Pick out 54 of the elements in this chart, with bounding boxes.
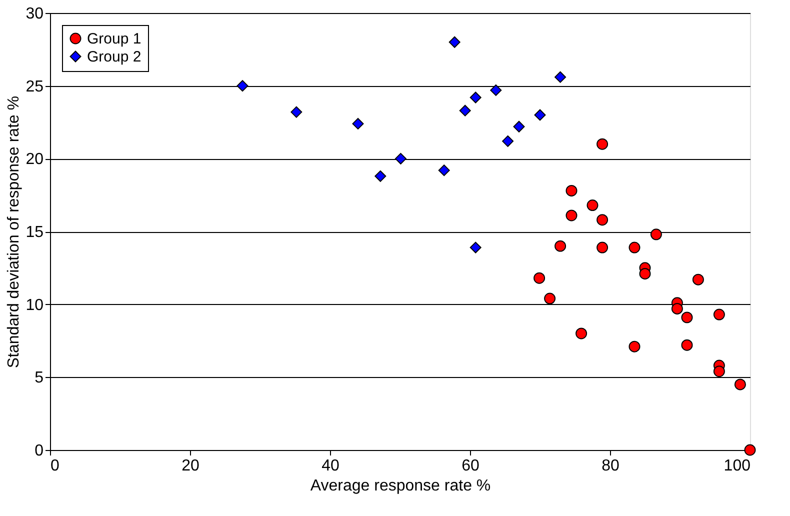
point (681, 339, 693, 351)
point (459, 104, 471, 116)
x-tick-label: 60 (462, 458, 480, 474)
point (734, 378, 746, 390)
point (544, 292, 556, 304)
point (534, 272, 546, 284)
y-tick-label: 20 (26, 151, 44, 168)
x-axis-title: Average response rate % (310, 478, 491, 494)
point (628, 242, 640, 254)
y-tick-label: 10 (26, 296, 44, 314)
point (554, 240, 566, 252)
point (692, 274, 704, 286)
x-tick-label: 0 (50, 458, 60, 474)
point (596, 138, 608, 150)
y-tick-label: 15 (26, 224, 44, 241)
point (554, 71, 566, 83)
point (713, 366, 725, 378)
point (596, 242, 608, 254)
point (490, 84, 502, 96)
point (671, 302, 683, 314)
point (374, 170, 386, 182)
point (566, 210, 578, 222)
y-tick-label: 5 (34, 370, 44, 387)
point (586, 200, 598, 212)
x-tick-label: 80 (602, 458, 620, 474)
point (628, 340, 640, 352)
point (639, 268, 651, 280)
y-tick-label: 30 (26, 6, 44, 22)
point (448, 36, 460, 48)
point (470, 242, 482, 254)
point (650, 228, 662, 240)
point (596, 214, 608, 226)
point (513, 120, 525, 132)
legend-label: Group 1 (87, 30, 142, 48)
x-tick-label: 20 (182, 458, 200, 474)
x-tick-label: 40 (322, 458, 340, 474)
point (566, 184, 578, 196)
y-tick-label: 0 (34, 442, 44, 460)
point (290, 106, 302, 118)
point (534, 109, 546, 121)
y-axis-title: Standard deviation of response rate % (6, 96, 23, 368)
point (352, 118, 364, 130)
point (236, 80, 248, 92)
point (502, 135, 514, 147)
legend-label: Group 2 (87, 48, 142, 66)
point (438, 164, 450, 176)
point (470, 92, 482, 104)
point (744, 444, 756, 456)
point (394, 152, 406, 164)
y-tick-label: 25 (26, 78, 44, 96)
x-tick-label: 100 (724, 458, 751, 474)
point (713, 308, 725, 320)
point (681, 312, 693, 324)
point (576, 328, 588, 340)
